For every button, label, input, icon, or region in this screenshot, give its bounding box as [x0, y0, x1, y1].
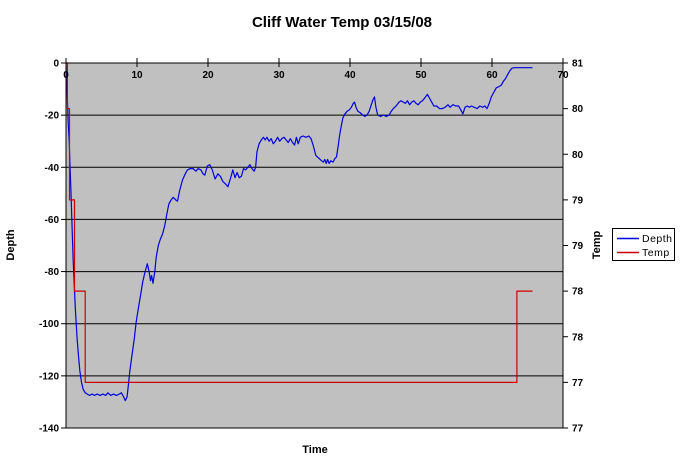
plot-area[interactable] — [66, 63, 563, 428]
x-tick-label: 20 — [202, 70, 214, 81]
x-tick-label: 70 — [557, 70, 569, 81]
y-right-tick-label: 80 — [572, 150, 584, 161]
x-tick-label: 10 — [131, 70, 143, 81]
y-left-tick-label: -20 — [45, 111, 60, 122]
y-right-tick-label: 78 — [572, 287, 584, 298]
y-left-axis-title: Depth — [5, 229, 17, 260]
x-tick-label: 60 — [486, 70, 498, 81]
x-tick-label: 50 — [415, 70, 427, 81]
legend[interactable]: Depth Temp — [612, 228, 675, 261]
y-right-tick-label: 78 — [572, 332, 584, 343]
y-left-tick-label: -80 — [45, 267, 60, 278]
y-right-tick-label: 77 — [572, 378, 584, 389]
x-tick-label: 30 — [273, 70, 285, 81]
series-layer — [65, 62, 533, 402]
y-left-tick-label: -40 — [45, 163, 60, 174]
y-right-tick-label: 79 — [572, 195, 584, 206]
y-left-tick-label: -120 — [39, 371, 59, 382]
legend-temp-label[interactable]: Temp — [642, 247, 670, 259]
y-right-tick-label: 80 — [572, 104, 584, 115]
y-left-tick-label: -60 — [45, 215, 60, 226]
y-left-tick-label: -140 — [39, 424, 59, 435]
legend-depth-label[interactable]: Depth — [642, 233, 673, 245]
y-left-tick-label: -100 — [39, 319, 59, 330]
y-left-tick-label: 0 — [53, 59, 59, 70]
tick-label-layer: 0 -20 -40 -60 -80 -100 -120 -140 81 80 80 79 79 78 78 7… — [39, 59, 584, 435]
y-right-tick-label: 77 — [572, 424, 584, 435]
y-right-tick-label: 81 — [572, 59, 584, 70]
legend-box[interactable] — [612, 228, 675, 261]
x-tick-label: 0 — [63, 70, 69, 81]
axis-layer — [61, 58, 568, 429]
x-axis-title: Time — [302, 444, 327, 456]
temp-series-line[interactable] — [66, 62, 533, 383]
chart-title: Cliff Water Temp 03/15/08 — [252, 14, 432, 31]
y-right-tick-label: 79 — [572, 241, 584, 252]
depth-series-line[interactable] — [65, 65, 533, 402]
x-tick-label: 40 — [344, 70, 356, 81]
y-right-axis-title: Temp — [591, 230, 603, 259]
